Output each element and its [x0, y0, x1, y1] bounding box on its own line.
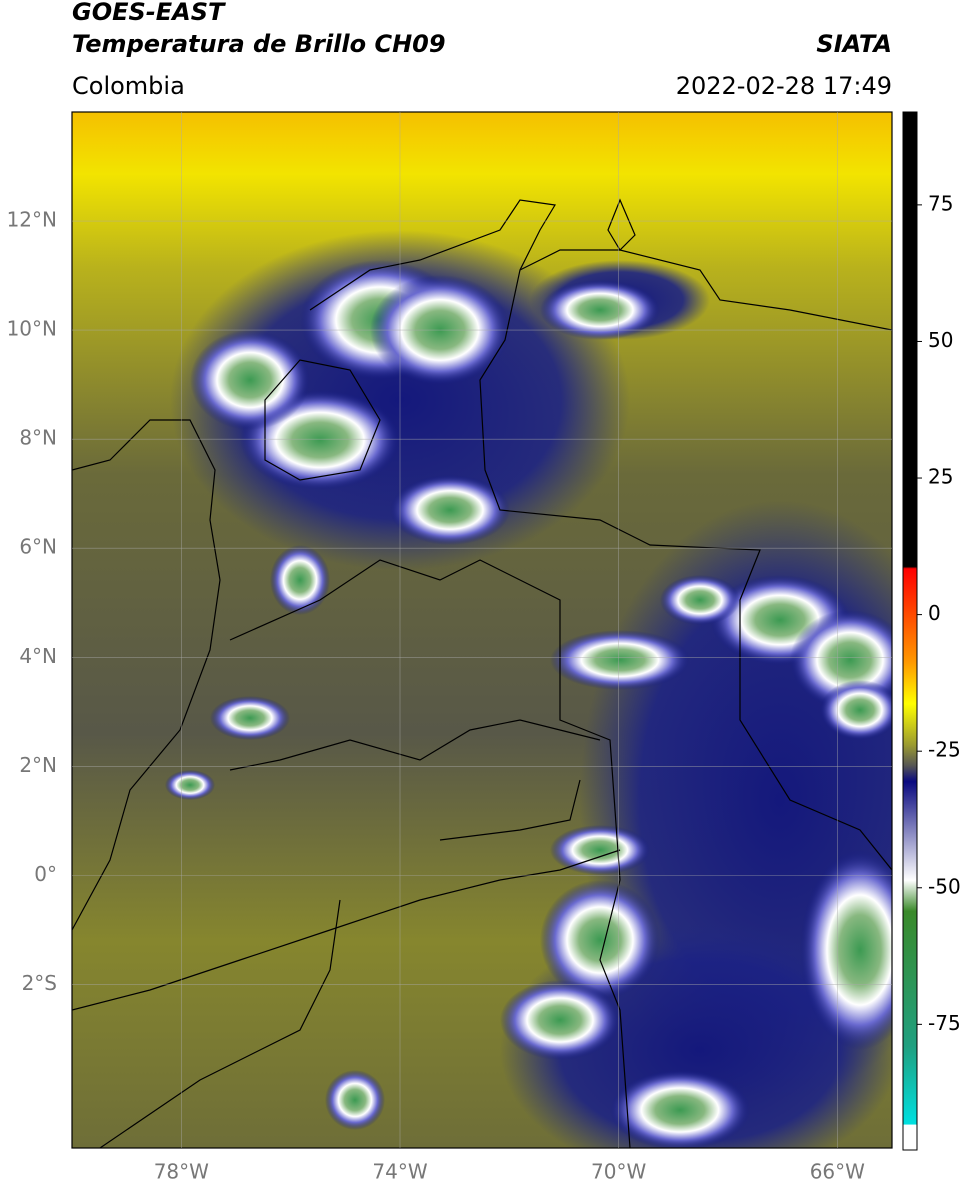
- map-frame: [71, 111, 893, 1149]
- colorbar: [902, 111, 918, 1151]
- subtitle: Temperatura de Brillo CH09: [72, 30, 446, 58]
- colorbar-tick-label: 75: [928, 191, 953, 215]
- colorbar-tick-label: 25: [928, 465, 953, 489]
- y-tick-label: 10°N: [7, 317, 57, 341]
- y-tick-label: 2°S: [22, 971, 57, 995]
- x-tick-label: 74°W: [372, 1160, 427, 1184]
- y-tick-label: 2°N: [19, 753, 57, 777]
- y-tick-label: 4°N: [19, 644, 57, 668]
- x-tick-label: 66°W: [810, 1160, 865, 1184]
- colorbar-tick-label: -50: [928, 874, 961, 898]
- x-tick-label: 78°W: [154, 1160, 209, 1184]
- datetime: 2022-02-28 17:49: [676, 72, 892, 100]
- agency: SIATA: [816, 30, 892, 58]
- y-tick-label: 0°: [34, 862, 57, 886]
- map-image: [72, 112, 892, 1148]
- colorbar-tick-label: -75: [928, 1011, 961, 1035]
- y-tick-label: 12°N: [7, 208, 57, 232]
- colorbar-tick-label: -25: [928, 738, 961, 762]
- x-tick-label: 70°W: [591, 1160, 646, 1184]
- colorbar-tick-label: 0: [928, 601, 941, 625]
- y-tick-label: 6°N: [19, 535, 57, 559]
- colorbar-tick-label: 50: [928, 328, 953, 352]
- y-tick-label: 8°N: [19, 426, 57, 450]
- region: Colombia: [72, 72, 185, 100]
- title: GOES-EAST: [72, 0, 226, 26]
